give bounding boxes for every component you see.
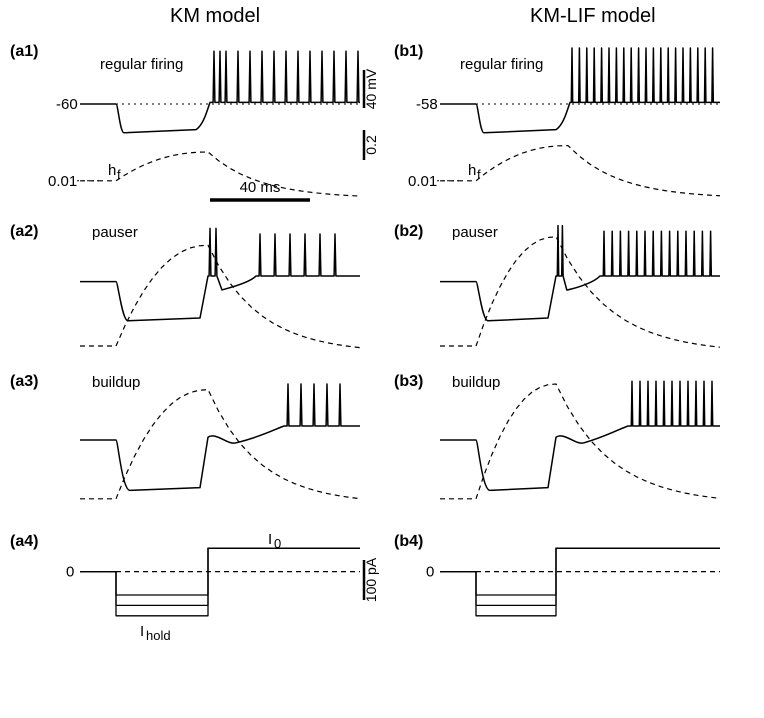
panel-label-b1: (b1) [394, 43, 423, 60]
i0-sub: 0 [274, 536, 281, 551]
zero-label-right: 0 [426, 564, 434, 581]
v-trace-r3-right [440, 381, 720, 490]
hf-trace-r2-left [80, 245, 360, 347]
ihold-sub: hold [146, 628, 171, 643]
panel-label-b4: (b4) [394, 533, 423, 550]
subtitle-regular-left: regular firing [100, 56, 183, 73]
i0-label: I [268, 531, 272, 548]
i-trace-left-1 [80, 548, 360, 605]
hf-sym-left: h [108, 162, 116, 179]
ihold-label: I [140, 623, 144, 640]
subtitle-pauser-right: pauser [452, 224, 498, 241]
scalebar-hf-label: 0.2 [363, 135, 379, 155]
hf-sub-left: f [117, 167, 121, 182]
i-trace-right-1 [440, 548, 720, 605]
panel-label-b3: (b3) [394, 373, 423, 390]
scalebar-pa-label: 100 pA [363, 557, 379, 602]
zero-label-left: 0 [66, 564, 74, 581]
hf-sub-right: f [477, 167, 481, 182]
hf-trace-r1-left [80, 152, 360, 196]
hf-base-right: 0.01 [408, 173, 437, 190]
hf-base-left: 0.01 [48, 173, 77, 190]
baseline-val-left: -60 [56, 96, 78, 113]
panel-label-a1: (a1) [10, 43, 38, 60]
col-title-right: KM-LIF model [530, 5, 656, 27]
v-trace-r2-left [80, 228, 360, 320]
col-title-left: KM model [170, 5, 260, 27]
subtitle-buildup-right: buildup [452, 374, 500, 391]
panel-label-a3: (a3) [10, 373, 38, 390]
subtitle-buildup-left: buildup [92, 374, 140, 391]
hf-trace-r1-right [440, 146, 720, 196]
panel-label-a2: (a2) [10, 223, 38, 240]
subtitle-regular-right: regular firing [460, 56, 543, 73]
scalebar-mv-label: 40 mV [363, 68, 379, 109]
baseline-val-right: -58 [416, 96, 438, 113]
hf-trace-r3-right [440, 384, 720, 499]
panel-label-b2: (b2) [394, 223, 423, 240]
scalebar-ms-label: 40 ms [240, 179, 281, 196]
hf-sym-right: h [468, 162, 476, 179]
v-trace-r3-left [80, 384, 360, 490]
hf-trace-r3-left [80, 390, 360, 499]
panel-label-a4: (a4) [10, 533, 38, 550]
subtitle-pauser-left: pauser [92, 224, 138, 241]
